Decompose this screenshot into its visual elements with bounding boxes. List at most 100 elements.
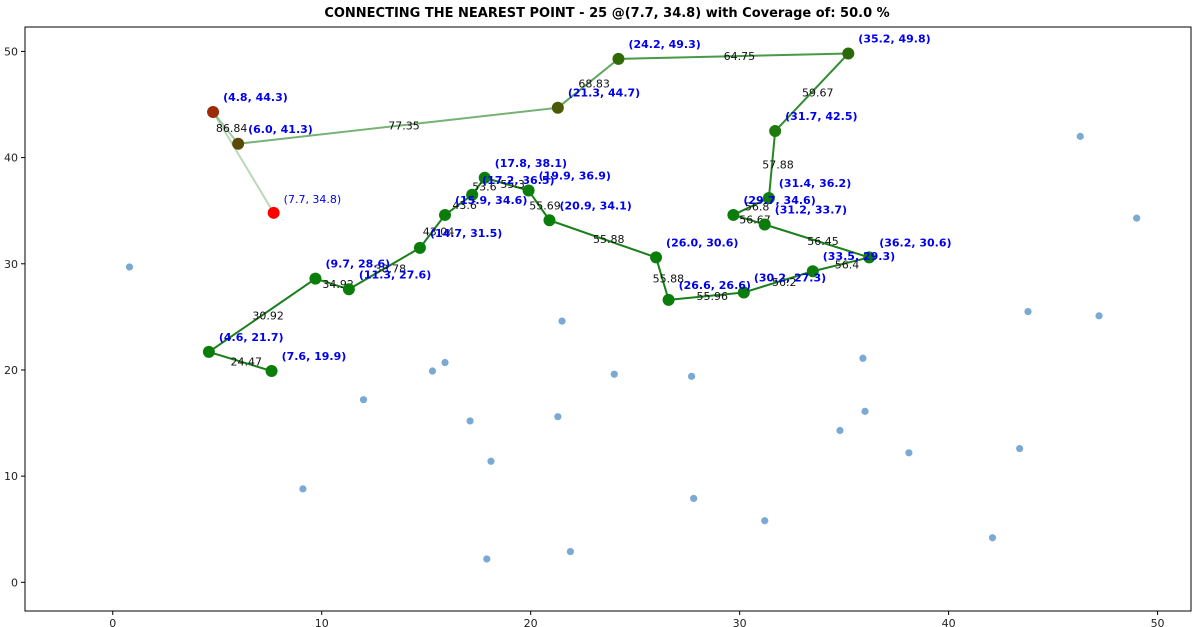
unvisited-point bbox=[558, 317, 566, 325]
distance-label: 64.75 bbox=[724, 50, 756, 63]
path-point bbox=[543, 214, 556, 227]
distance-label: 59.67 bbox=[802, 86, 834, 99]
coordinate-label: (21.3, 44.7) bbox=[568, 87, 640, 100]
path-segment bbox=[557, 58, 620, 109]
path-segment bbox=[212, 111, 239, 145]
coordinate-label: (7.6, 19.9) bbox=[282, 350, 347, 363]
path-point bbox=[863, 251, 876, 264]
distance-label: 56.4 bbox=[835, 258, 860, 271]
distance-label: 43.6 bbox=[452, 199, 477, 212]
unvisited-point bbox=[610, 370, 618, 378]
unvisited-point bbox=[428, 367, 437, 375]
unvisited-point bbox=[299, 485, 307, 493]
path-segment bbox=[618, 52, 849, 60]
path-point bbox=[439, 208, 452, 221]
start-point-label: (7.7, 34.8) bbox=[284, 193, 342, 206]
path-point bbox=[762, 191, 775, 204]
path-segment bbox=[238, 106, 558, 145]
distance-label: 56.45 bbox=[807, 235, 839, 248]
x-tick-label: 30 bbox=[733, 617, 747, 627]
path-point bbox=[662, 293, 675, 306]
distance-label: 77.35 bbox=[388, 120, 420, 133]
path-segments bbox=[208, 52, 870, 372]
path-point bbox=[612, 52, 625, 65]
path-point bbox=[207, 105, 220, 118]
plot-frame bbox=[24, 26, 1192, 612]
unvisited-point bbox=[1095, 312, 1103, 320]
path-segment bbox=[668, 291, 744, 301]
path-segment bbox=[419, 214, 446, 249]
path-segment bbox=[484, 176, 529, 192]
unvisited-point bbox=[1133, 214, 1141, 222]
coordinate-label: (17.2, 36.5) bbox=[482, 174, 554, 187]
distance-label: 55.96 bbox=[696, 290, 728, 303]
distance-label: 55.88 bbox=[653, 273, 685, 286]
distance-labels: 86.84 77.3568.8364.7559.6757.8856.856.675… bbox=[216, 50, 859, 368]
coordinate-label: (30.2, 27.3) bbox=[754, 271, 826, 284]
distance-label: 56.2 bbox=[772, 276, 797, 289]
unvisited-points bbox=[125, 132, 1141, 563]
coordinate-label: (4.8, 44.3) bbox=[223, 91, 288, 104]
coordinate-labels: (4.8, 44.3) (6.0, 41.3) (21.3, 44.7) (24.2,… bbox=[219, 33, 952, 363]
coordinate-label: (26.0, 30.6) bbox=[666, 236, 738, 249]
coordinate-label: (20.9, 34.1) bbox=[559, 199, 631, 212]
unvisited-point bbox=[859, 354, 867, 362]
unvisited-point bbox=[1016, 444, 1024, 453]
distance-label: 30.92 bbox=[252, 309, 284, 322]
unvisited-point bbox=[1024, 307, 1032, 316]
unvisited-point bbox=[554, 413, 562, 421]
coordinate-label: (17.8, 38.1) bbox=[495, 157, 567, 170]
path-point bbox=[232, 137, 245, 150]
coordinate-label: (19.9, 36.9) bbox=[539, 170, 611, 183]
unvisited-point bbox=[905, 449, 913, 457]
coordinate-label: (31.7, 42.5) bbox=[785, 110, 857, 123]
distance-label: 38.78 bbox=[375, 263, 407, 276]
path-point bbox=[522, 184, 535, 197]
path-segment bbox=[812, 256, 870, 273]
unvisited-point bbox=[836, 426, 844, 435]
path-point bbox=[727, 208, 740, 221]
x-tick-label: 50 bbox=[1151, 617, 1165, 627]
distance-label: 43.04 bbox=[423, 225, 455, 238]
path-point bbox=[758, 218, 771, 231]
unvisited-point bbox=[861, 407, 869, 415]
coordinate-label: (11.3, 27.6) bbox=[359, 268, 431, 281]
path-segment bbox=[764, 223, 870, 259]
unvisited-point bbox=[690, 494, 698, 503]
x-axis: 0 10 20 30 40 50 bbox=[109, 611, 1165, 627]
coordinate-label: (36.2, 30.6) bbox=[879, 236, 951, 249]
distance-label: 24.47 bbox=[230, 355, 262, 368]
path-point bbox=[342, 283, 355, 296]
coordinate-label: (31.2, 33.7) bbox=[775, 203, 847, 216]
path-segment bbox=[549, 219, 657, 259]
distance-label: 56.8 bbox=[745, 200, 770, 213]
path-segment bbox=[527, 189, 551, 221]
path-segment bbox=[208, 350, 272, 372]
distance-label: 57.88 bbox=[762, 159, 794, 172]
x-tick-label: 10 bbox=[315, 617, 329, 627]
path-point bbox=[737, 286, 750, 299]
unvisited-point bbox=[761, 517, 769, 525]
path-point bbox=[413, 241, 426, 254]
distance-label: 55.88 bbox=[593, 233, 625, 246]
y-tick-label: 40 bbox=[4, 152, 18, 165]
coordinate-label: (6.0, 41.3) bbox=[248, 123, 313, 136]
coordinate-label: (29.7, 34.6) bbox=[743, 194, 815, 207]
path-point bbox=[265, 365, 278, 378]
coordinate-label: (15.9, 34.6) bbox=[455, 194, 527, 207]
path-points bbox=[202, 47, 876, 378]
coordinate-label: (33.5, 29.3) bbox=[823, 250, 895, 263]
coordinate-label: (31.4, 36.2) bbox=[779, 177, 851, 190]
distance-label: 53.6 bbox=[472, 180, 497, 193]
coordinate-label: (35.2, 49.8) bbox=[858, 33, 930, 46]
unvisited-point bbox=[483, 555, 491, 563]
y-axis: 0 10 20 30 40 50 bbox=[4, 45, 25, 589]
path-segment bbox=[212, 111, 275, 214]
unvisited-point bbox=[687, 372, 696, 380]
path-point bbox=[842, 47, 855, 60]
path-point bbox=[309, 272, 322, 285]
path-point bbox=[551, 101, 564, 114]
coordinate-label: (26.6, 26.6) bbox=[679, 279, 751, 292]
unvisited-point bbox=[466, 417, 474, 425]
